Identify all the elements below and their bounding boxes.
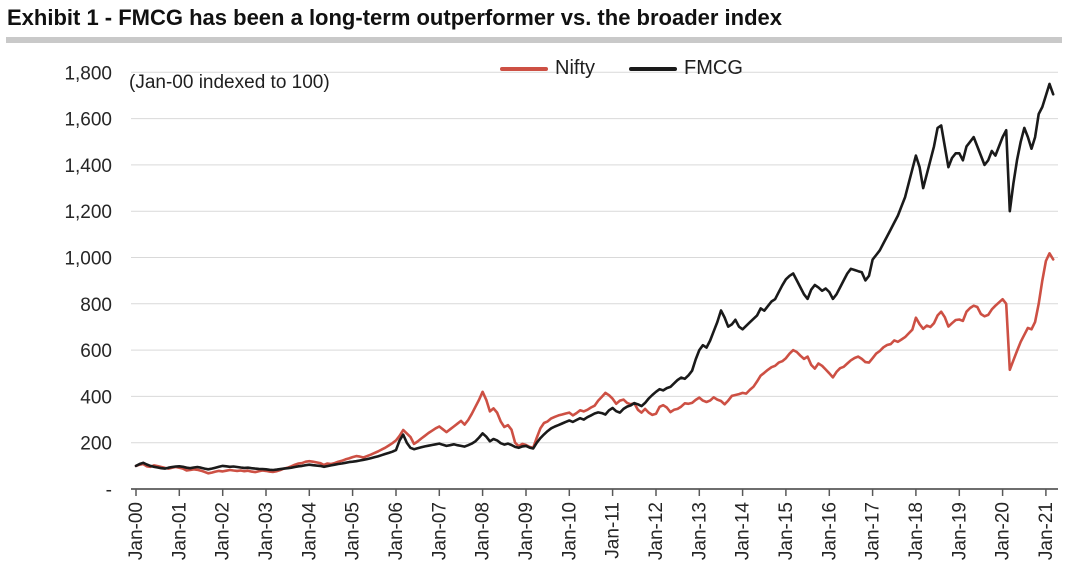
chart-legend: Nifty FMCG bbox=[500, 57, 743, 80]
x-tick-label: Jan-15 bbox=[776, 502, 797, 560]
x-tick-label: Jan-08 bbox=[473, 502, 494, 560]
fmcg-line-swatch bbox=[629, 66, 677, 71]
x-tick-label: Jan-14 bbox=[733, 502, 754, 561]
legend-item-fmcg: FMCG bbox=[629, 57, 743, 80]
title-rule bbox=[6, 37, 1062, 43]
y-tick-label: - bbox=[106, 480, 112, 501]
fmcg-line bbox=[134, 82, 1055, 472]
x-tick-label: Jan-09 bbox=[516, 502, 537, 560]
x-tick-label: Jan-16 bbox=[819, 502, 840, 560]
nifty-line bbox=[134, 252, 1055, 475]
legend-label-nifty: Nifty bbox=[555, 57, 595, 79]
x-tick-label: Jan-18 bbox=[906, 502, 927, 560]
y-tick-label: 1,800 bbox=[64, 63, 112, 84]
x-tick-label: Jan-00 bbox=[126, 502, 147, 560]
x-tick-label: Jan-11 bbox=[603, 502, 624, 559]
x-tick-label: Jan-12 bbox=[646, 502, 667, 560]
x-tick-label: Jan-13 bbox=[689, 502, 710, 560]
x-tick-label: Jan-19 bbox=[949, 502, 970, 560]
x-tick-label: Jan-01 bbox=[169, 502, 190, 560]
y-tick-label: 1,400 bbox=[64, 156, 112, 177]
y-tick-label: 400 bbox=[80, 387, 112, 408]
y-tick-label: 200 bbox=[80, 434, 112, 455]
y-tick-label: 800 bbox=[80, 295, 112, 316]
chart-annotation: (Jan-00 indexed to 100) bbox=[129, 72, 330, 93]
nifty-line-swatch bbox=[500, 66, 548, 71]
x-tick-label: Jan-06 bbox=[386, 502, 407, 560]
y-tick-label: 1,000 bbox=[64, 249, 112, 270]
y-tick-label: 1,200 bbox=[64, 202, 112, 223]
legend-label-fmcg: FMCG bbox=[684, 57, 743, 79]
exhibit-title: Exhibit 1 - FMCG has been a long-term ou… bbox=[7, 5, 783, 30]
x-tick-label: Jan-10 bbox=[559, 502, 580, 560]
legend-item-nifty: Nifty bbox=[500, 57, 595, 80]
x-tick-label: Jan-03 bbox=[256, 502, 277, 560]
x-tick-label: Jan-21 bbox=[1036, 502, 1057, 560]
y-tick-label: 1,600 bbox=[64, 110, 112, 131]
x-tick-label: Jan-07 bbox=[429, 502, 450, 560]
y-tick-label: 600 bbox=[80, 341, 112, 362]
x-tick-label: Jan-20 bbox=[993, 502, 1014, 560]
x-tick-label: Jan-17 bbox=[863, 502, 884, 560]
x-tick-label: Jan-05 bbox=[343, 502, 364, 560]
x-tick-label: Jan-02 bbox=[213, 502, 234, 560]
x-tick-label: Jan-04 bbox=[299, 502, 320, 561]
